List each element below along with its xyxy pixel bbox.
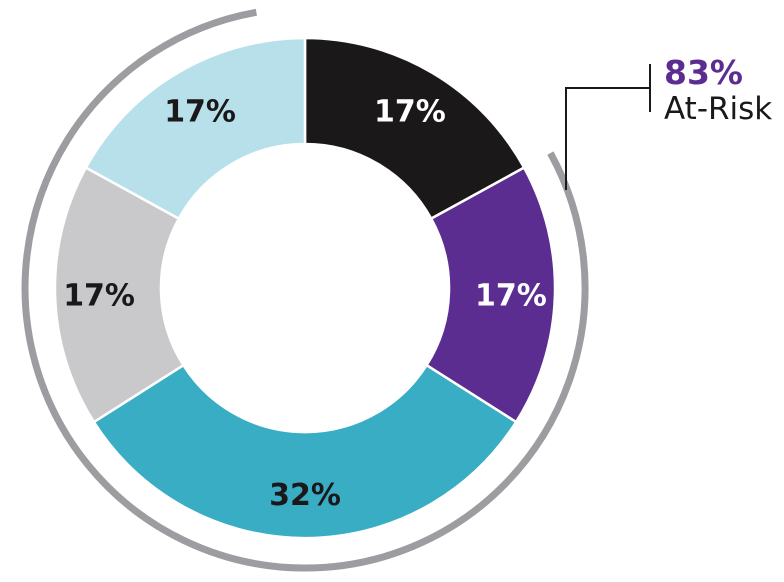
donut-segment-0	[303, 36, 526, 220]
donut-segment-3	[53, 166, 185, 424]
segment-label-2: 32%	[269, 478, 341, 513]
segment-label-3: 17%	[63, 279, 135, 314]
donut-segment-4	[84, 36, 307, 220]
at-risk-value: 83%	[664, 53, 743, 92]
at-risk-callout: 83% At-Risk	[664, 54, 772, 128]
donut-segment-2	[92, 363, 518, 540]
segment-label-1: 17%	[475, 279, 547, 314]
segment-label-4: 17%	[164, 95, 236, 130]
segment-label-0: 17%	[374, 95, 446, 130]
at-risk-arc	[21, 8, 589, 572]
callout-connector-line	[565, 64, 651, 190]
at-risk-label: At-Risk	[664, 91, 773, 127]
donut-segment-1	[425, 166, 557, 424]
